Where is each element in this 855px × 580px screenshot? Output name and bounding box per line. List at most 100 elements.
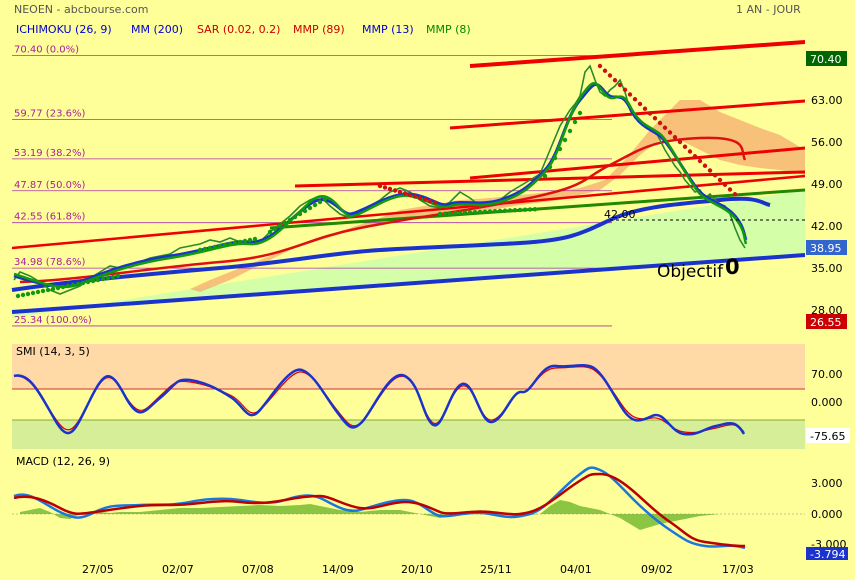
red-channel-upper [449,99,806,130]
sar-dot [402,191,408,196]
date-tick: 20/10 [401,563,433,576]
sar-dot [467,210,473,215]
sar-dot [457,210,463,216]
sar-dot [722,182,728,187]
date-axis: 27/05 02/07 07/08 14/09 20/10 25/11 04/01 09/02… [82,563,754,576]
fibonacci-labels: 70.40 (0.0%) 59.77 (23.6%) 53.19 (38.2%) 47… [14,45,92,326]
sar-dot [65,283,71,289]
bottom-level-value: 26.55 [810,316,842,329]
date-tick: 14/09 [322,563,354,576]
sar-dot [527,207,533,212]
sar-dot [657,120,663,126]
blue-trendline [11,253,806,314]
mmp8-line [13,82,748,289]
date-tick: 07/08 [242,563,274,576]
sar-dot [652,116,658,121]
sar-dot [432,200,438,205]
sar-dots [15,63,738,299]
sar-dot [115,273,121,279]
date-tick: 09/02 [641,563,673,576]
top-level-value: 70.40 [810,53,842,66]
sar-dot [40,288,46,294]
smi-oversold-zone [12,420,805,449]
top-level-badge [806,51,847,66]
sar-dot [487,209,493,214]
sar-dot [617,82,623,88]
sar-dot [662,125,668,130]
sar-dot [632,97,638,102]
sar-dot [237,239,243,245]
sar-dot [502,208,508,213]
price-tick: 35.00 [811,262,843,275]
sar-dot [637,101,643,107]
fibonacci-label: 47.87 (50.0%) [14,180,85,191]
sar-dot [557,146,563,152]
sar-dot [732,192,738,197]
macd-panel: MACD (12, 26, 9) 3.000 0.000 -3.000 -3.7… [12,455,855,561]
price-panel: 42.00 Objectif 0 70.40 (0.0%) 59.77 (23.6… [11,0,855,330]
sar-dot [602,68,608,73]
sar-dot [562,137,568,143]
macd-tick-0: 0.000 [811,508,843,521]
sar-dot [25,291,31,297]
macd-histogram [20,500,745,530]
sar-dot [292,214,298,220]
fibonacci-label: 53.19 (38.2%) [14,148,85,159]
sar-dot [267,229,273,235]
sar-dot [407,192,413,198]
sar-dot [517,207,523,213]
sar-dot [707,168,713,173]
sar-dot [85,279,91,285]
sar-dot [20,292,26,298]
price-tick: 56.00 [811,136,843,149]
sar-dot [692,154,698,159]
sar-dot [277,223,283,229]
sar-dot [302,208,308,214]
sar-dot [105,275,111,281]
sar-dot [202,246,208,252]
sar-dot [542,173,548,179]
smi-last-value: -75.65 [810,430,845,443]
sar-dot [612,78,618,83]
sar-dot [392,188,398,193]
sar-dot [442,211,448,216]
legend-item: MMP (8) [426,23,471,36]
sar-dot [567,128,573,134]
sar-dot [492,209,498,214]
legend-item: SAR (0.02, 0.2) [197,23,280,36]
smi-line [13,364,746,436]
sar-dot [50,286,56,292]
sar-dot [477,209,483,215]
sar-dot [207,245,213,251]
sar-dot [317,199,323,205]
mm200-line [11,196,771,292]
sar-dot [272,226,278,232]
sar-dot [75,281,81,287]
sar-dot [80,280,86,286]
sar-dot [60,284,66,290]
sar-dot [212,244,218,250]
smi-tick-70: 70.00 [811,368,843,381]
fibonacci-lines [12,55,612,327]
sar-dot [95,277,101,283]
macd-tick-3: 3.000 [811,477,843,490]
red-channel-low [294,170,806,188]
sar-dot [647,111,653,116]
objectif-label: Objectif [657,262,724,282]
date-tick: 17/03 [722,563,754,576]
red-channel-mid [469,146,806,180]
price-tick: 49.00 [811,178,843,191]
sar-dot [727,187,733,192]
sar-dot [377,183,383,189]
sar-dot [382,185,388,190]
price-tick: 28.00 [811,304,843,317]
sar-dot [100,276,106,282]
sar-dot [532,207,538,212]
sar-dot [15,293,21,299]
smi-last-badge [806,428,850,443]
chart-title: NEOEN - abcbourse.com [14,3,148,16]
sar-dot [217,243,223,249]
sar-dot [507,208,513,213]
sar-dot [232,240,238,246]
